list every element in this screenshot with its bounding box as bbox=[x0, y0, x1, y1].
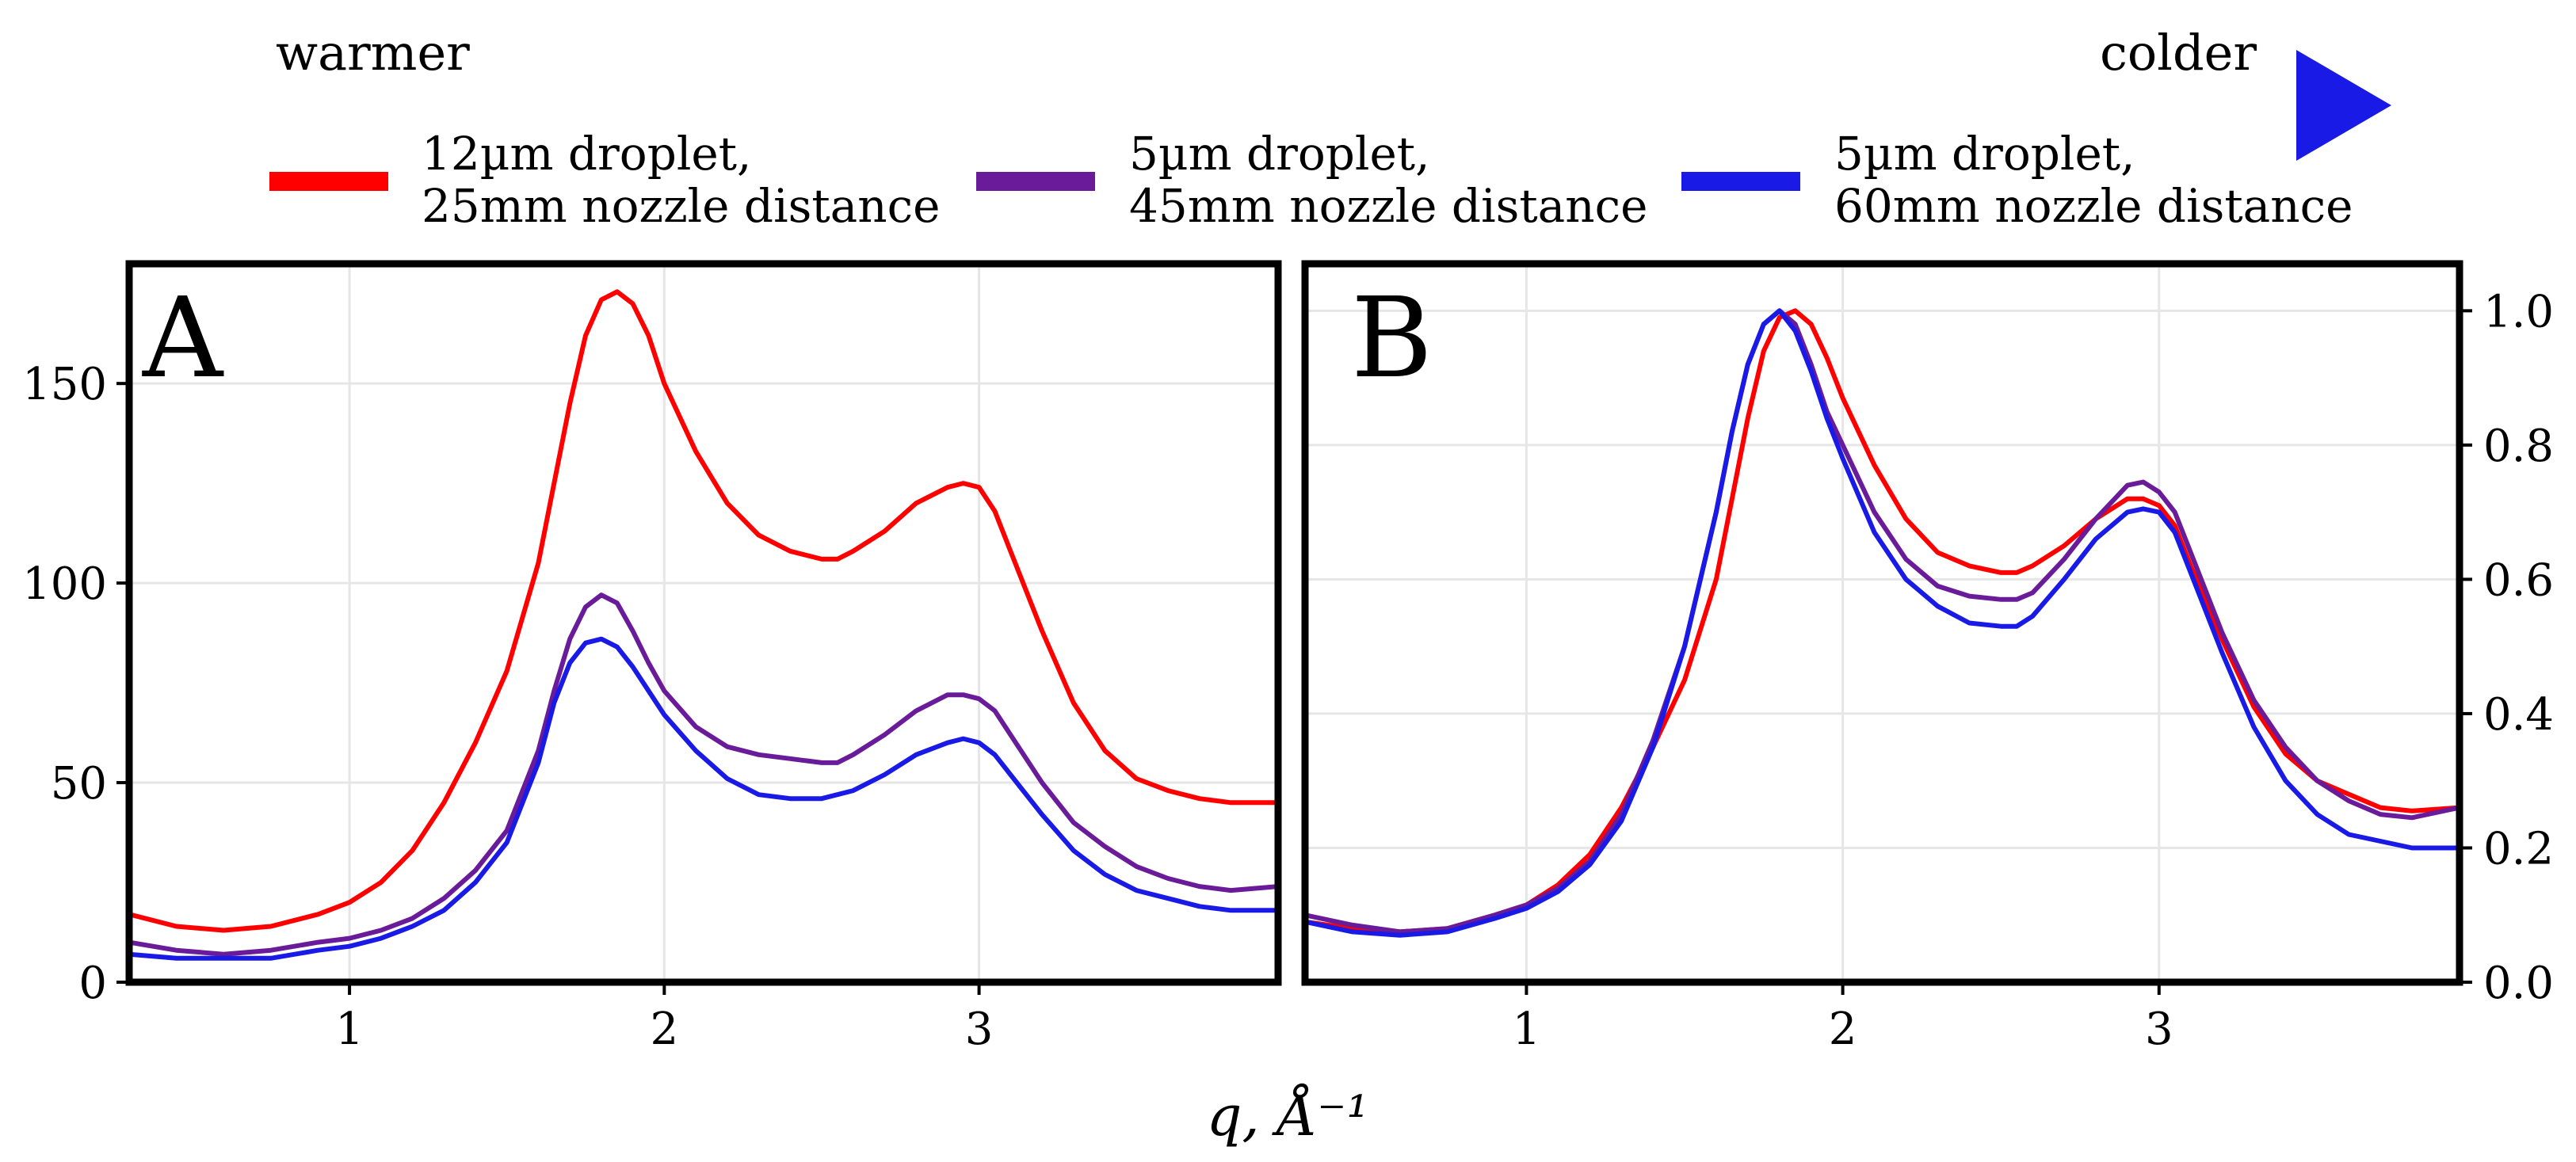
y-tick-label: 100 bbox=[22, 558, 107, 610]
panel-b-lines bbox=[1305, 308, 2460, 938]
legend: 12µm droplet, 25mm nozzle distance 5µm d… bbox=[269, 127, 2353, 233]
panel-b-label: B bbox=[1351, 274, 1433, 403]
panel-a-frame bbox=[125, 260, 1282, 986]
legend-label-line1: 12µm droplet, bbox=[422, 127, 751, 181]
temperature-gradient-arrow: warmer colder bbox=[276, 24, 2391, 161]
legend-label-line2: 45mm nozzle distance bbox=[1129, 179, 1647, 233]
series-line-3 bbox=[1305, 308, 2460, 938]
y-tick-label: 0.0 bbox=[2483, 958, 2554, 1009]
legend-label-line1: 5µm droplet, bbox=[1834, 127, 2135, 181]
y-tick-label: 0.6 bbox=[2483, 554, 2554, 606]
y-tick-label: 150 bbox=[22, 359, 107, 410]
y-tick-label: 50 bbox=[51, 758, 107, 810]
x-tick-label: 1 bbox=[1513, 1004, 1541, 1055]
x-tick-label: 2 bbox=[651, 1004, 679, 1055]
legend-item-5um-60mm: 5µm droplet, 60mm nozzle distance bbox=[1681, 127, 2353, 233]
x-axis-label: q, Å⁻¹ bbox=[1207, 1084, 1369, 1149]
panel-b-ticks: 1 2 3 0.0 0.2 0.4 0.6 0.8 1.0 bbox=[1513, 286, 2554, 1055]
x-tick-label: 1 bbox=[335, 1004, 364, 1055]
gradient-arrowhead bbox=[2296, 50, 2391, 161]
series-line-1 bbox=[1305, 308, 2460, 935]
y-tick-label: 0.8 bbox=[2483, 421, 2554, 472]
x-tick-label: 3 bbox=[2145, 1004, 2173, 1055]
x-tick-label: 2 bbox=[1829, 1004, 1857, 1055]
panel-a: 1 2 3 0 50 100 150 A bbox=[22, 260, 1282, 1055]
series-line-1 bbox=[129, 289, 1278, 933]
legend-label-line1: 5µm droplet, bbox=[1129, 127, 1430, 181]
y-tick-label: 0.4 bbox=[2483, 689, 2554, 741]
panel-b-frame bbox=[1301, 260, 2463, 986]
legend-label-line2: 60mm nozzle distance bbox=[1834, 179, 2353, 233]
y-tick-label: 0 bbox=[78, 958, 107, 1009]
legend-item-5um-45mm: 5µm droplet, 45mm nozzle distance bbox=[976, 127, 1647, 233]
panel-b-background bbox=[1305, 264, 2460, 982]
x-tick-label: 3 bbox=[965, 1004, 994, 1055]
series-line-2 bbox=[129, 592, 1278, 957]
legend-item-12um-25mm: 12µm droplet, 25mm nozzle distance bbox=[269, 127, 940, 233]
panel-a-lines bbox=[129, 289, 1278, 961]
colder-label: colder bbox=[2100, 24, 2257, 82]
warmer-label: warmer bbox=[276, 24, 470, 82]
panel-a-ticks: 1 2 3 0 50 100 150 bbox=[22, 359, 993, 1055]
series-line-3 bbox=[129, 636, 1278, 961]
panel-b: 1 2 3 0.0 0.2 0.4 0.6 0.8 1.0 B bbox=[1301, 260, 2554, 1055]
series-line-2 bbox=[1305, 308, 2460, 935]
panel-a-label: A bbox=[142, 274, 224, 403]
y-tick-label: 0.2 bbox=[2483, 823, 2554, 874]
legend-label-line2: 25mm nozzle distance bbox=[422, 179, 940, 233]
y-tick-label: 1.0 bbox=[2483, 286, 2554, 337]
